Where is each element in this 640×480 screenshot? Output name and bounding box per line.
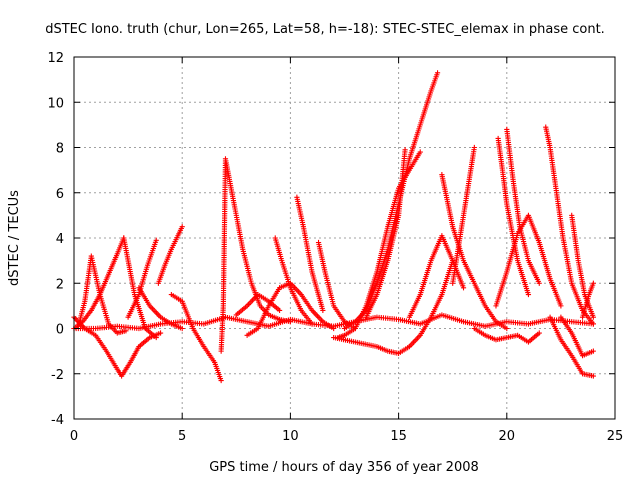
data-point	[157, 330, 164, 336]
y-axis-label: dSTEC / TECUs	[7, 190, 22, 286]
y-tick-label: 4	[56, 232, 64, 247]
data-point	[590, 348, 596, 354]
x-tick-label: 20	[499, 429, 516, 444]
chart-title: dSTEC Iono. truth (chur, Lon=265, Lat=58…	[45, 22, 605, 37]
x-tick-label: 0	[70, 429, 78, 444]
data-point	[320, 307, 326, 313]
data-point	[536, 330, 542, 336]
x-tick-label: 15	[390, 429, 407, 444]
x-tick-label: 5	[178, 429, 186, 444]
data-point	[179, 325, 185, 332]
y-tick-label: -2	[51, 368, 64, 383]
axis-ticks	[73, 56, 616, 420]
x-tick-label: 25	[607, 429, 624, 444]
x-tick-labels: 0 5 10 15 20 25	[70, 429, 623, 444]
data-point	[504, 325, 510, 332]
data-point	[153, 334, 159, 341]
data-marks	[71, 70, 596, 384]
data-point	[590, 321, 596, 327]
y-tick-label: 0	[56, 323, 64, 338]
data-point	[417, 149, 423, 155]
y-tick-labels: -4 -2 0 2 4 6 8 10 12	[47, 51, 64, 428]
y-tick-label: 8	[56, 142, 64, 157]
data-point	[218, 377, 224, 384]
y-tick-label: 6	[56, 187, 64, 202]
data-point	[536, 280, 542, 286]
data-point	[179, 224, 185, 230]
data-point	[276, 307, 283, 313]
y-tick-label: -4	[51, 413, 64, 428]
data-point	[590, 373, 596, 379]
y-tick-label: 10	[47, 96, 64, 111]
x-axis-label: GPS time / hours of day 356 of year 2008	[209, 460, 479, 475]
data-point	[434, 70, 441, 76]
y-tick-label: 2	[56, 277, 64, 292]
x-tick-label: 10	[282, 429, 299, 444]
data-point	[558, 303, 564, 309]
data-point	[525, 291, 532, 298]
data-point	[402, 147, 408, 153]
grid-lines	[74, 57, 615, 419]
data-point	[471, 144, 477, 151]
data-point	[590, 280, 596, 286]
data-point	[590, 314, 596, 320]
y-tick-label: 12	[47, 51, 64, 66]
data-point	[460, 285, 467, 291]
data-point	[153, 237, 159, 243]
